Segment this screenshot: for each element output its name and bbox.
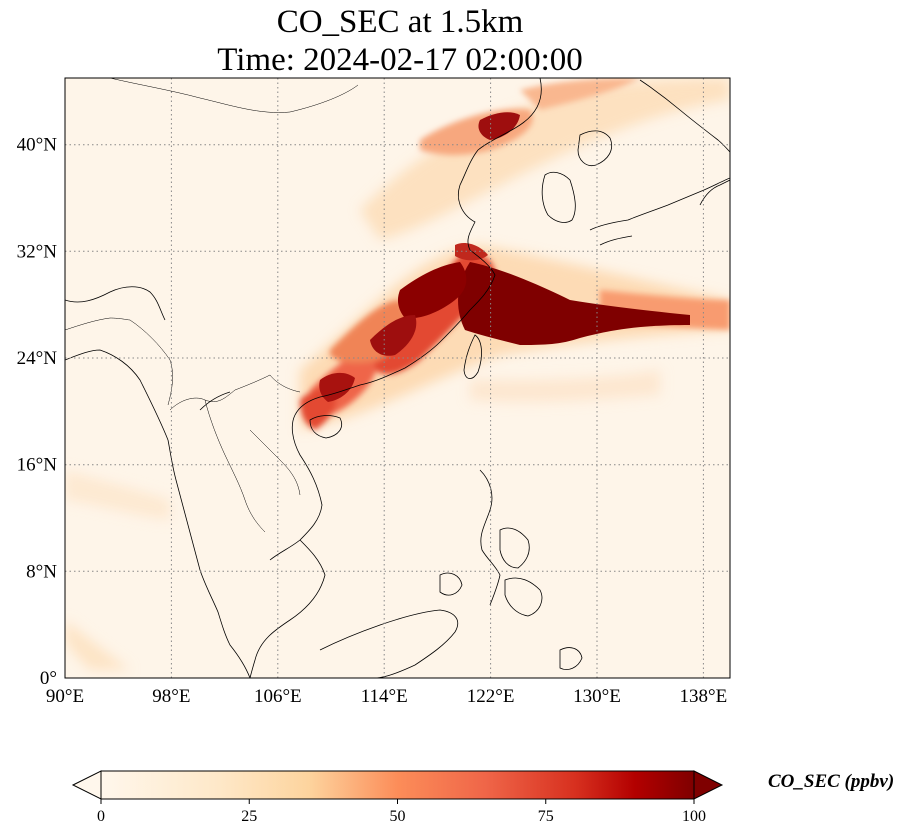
- colorbar: 0 25 50 75 100: [71, 770, 724, 825]
- x-tick-label: 106°E: [254, 686, 302, 707]
- x-axis-ticks: 90°E 98°E 106°E 114°E 122°E 130°E 138°E: [46, 686, 727, 707]
- country-borders: [65, 78, 359, 533]
- colorbar-label: CO_SEC (ppbv): [768, 771, 895, 792]
- x-tick-label: 122°E: [467, 686, 515, 707]
- gridlines: [65, 78, 730, 678]
- colorbar-tick-label: 0: [97, 808, 105, 825]
- y-tick-label: 8°N: [26, 561, 57, 582]
- x-tick-label: 98°E: [152, 686, 190, 707]
- y-tick-label: 40°N: [17, 135, 58, 156]
- colorbar-tick-label: 100: [682, 808, 706, 825]
- x-tick-label: 90°E: [46, 686, 84, 707]
- map-panel: [65, 78, 730, 678]
- colorbar-gradient: [100, 770, 695, 800]
- colorbar-extend-low: [71, 770, 102, 800]
- y-tick-label: 24°N: [17, 348, 58, 369]
- concentration-field: [65, 78, 730, 670]
- y-axis-ticks: 0° 8°N 16°N 24°N 32°N 40°N: [17, 135, 58, 689]
- y-tick-label: 0°: [40, 668, 57, 689]
- x-tick-label: 130°E: [573, 686, 621, 707]
- colorbar-extend-high: [693, 770, 724, 800]
- y-tick-label: 32°N: [17, 241, 58, 262]
- colorbar-tick-label: 50: [390, 808, 406, 825]
- map-subtitle-time: Time: 2024-02-17 02:00:00: [217, 42, 583, 78]
- map-title: CO_SEC at 1.5km: [276, 4, 524, 40]
- colorbar-tick-label: 75: [538, 808, 554, 825]
- map-frame: [64, 77, 731, 679]
- y-tick-label: 16°N: [17, 455, 58, 476]
- x-tick-label: 138°E: [680, 686, 728, 707]
- coastlines: [65, 78, 730, 678]
- colorbar-tick-label: 25: [241, 808, 257, 825]
- x-tick-label: 114°E: [361, 686, 408, 707]
